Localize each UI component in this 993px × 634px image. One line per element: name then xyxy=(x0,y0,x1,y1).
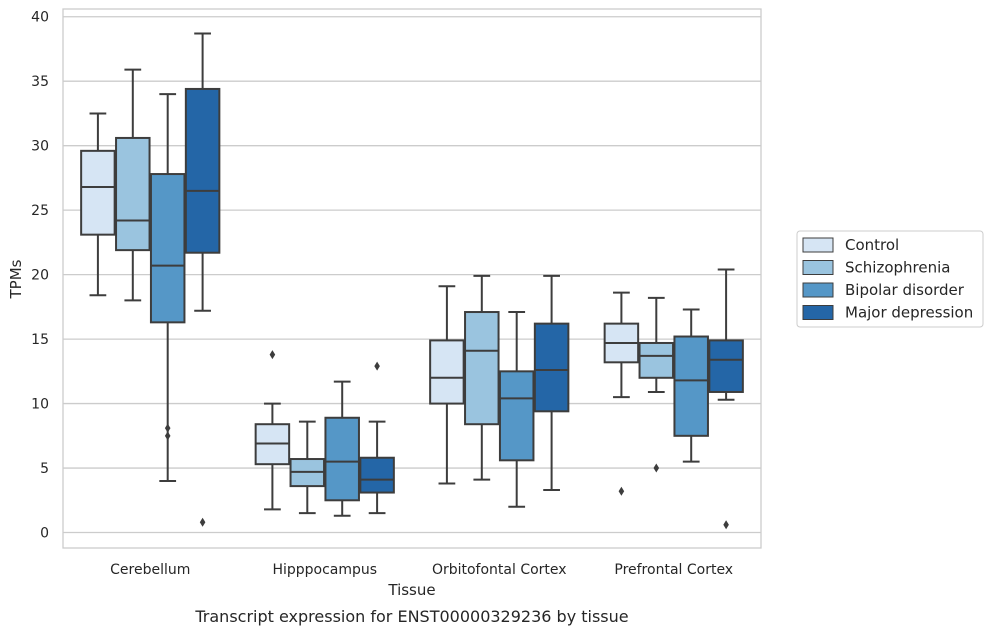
iqr-box xyxy=(324,416,360,502)
box-bipolar-disorder xyxy=(673,308,709,463)
outlier-point xyxy=(164,431,171,441)
y-tick-label: 20 xyxy=(31,268,49,284)
y-tick-label: 5 xyxy=(40,461,49,477)
legend-label: Bipolar disorder xyxy=(845,281,965,299)
y-tick-labels: 0 5 10 15 20 25 30 35 40 xyxy=(31,10,49,542)
iqr-box xyxy=(80,149,116,236)
outlier-point xyxy=(199,517,206,527)
y-axis-title: TPMs xyxy=(7,259,25,299)
box-schizophrenia xyxy=(464,274,500,481)
legend-label: Control xyxy=(845,236,899,254)
box-bipolar-disorder xyxy=(149,93,186,482)
legend-swatch xyxy=(802,260,834,275)
legend: Control Schizophrenia Bipolar disorder Majo… xyxy=(796,230,984,328)
x-tick-label: Hipppocampus xyxy=(272,562,377,578)
iqr-box xyxy=(359,456,395,494)
iqr-box xyxy=(673,335,709,437)
box-schizophrenia xyxy=(289,420,326,515)
y-tick-label: 40 xyxy=(31,10,49,26)
box-schizophrenia xyxy=(638,296,675,473)
legend-swatch xyxy=(802,237,834,253)
box-major-depression xyxy=(533,274,570,491)
outlier-point xyxy=(653,463,660,473)
x-tick-labels: Cerebellum Hipppocampus Orbitofontal Corte… xyxy=(110,562,733,578)
legend-swatch xyxy=(802,282,834,298)
iqr-box xyxy=(638,341,675,379)
chart-caption: Transcript expression for ENST0000032923… xyxy=(194,607,628,626)
iqr-box xyxy=(708,339,744,393)
y-tick-label: 15 xyxy=(31,332,49,348)
x-tick-label: Orbitofontal Cortex xyxy=(432,562,567,578)
box-control xyxy=(429,285,465,485)
iqr-box xyxy=(464,311,500,426)
plot-frame xyxy=(62,8,762,549)
iqr-box xyxy=(498,370,535,462)
legend-label: Major depression xyxy=(845,304,973,322)
box-control xyxy=(80,112,116,297)
iqr-box xyxy=(533,322,570,413)
box-major-depression xyxy=(708,268,744,530)
iqr-box xyxy=(149,173,186,324)
legend-frame xyxy=(796,230,984,328)
box-bipolar-disorder xyxy=(498,311,535,508)
y-tick-label: 25 xyxy=(31,203,49,219)
iqr-box xyxy=(115,136,151,252)
box-control xyxy=(254,350,291,511)
iqr-box xyxy=(429,339,465,405)
y-tick-label: 30 xyxy=(31,139,49,155)
outlier-point xyxy=(269,350,276,360)
legend-label: Schizophrenia xyxy=(845,259,950,277)
legend-swatch xyxy=(802,305,834,320)
x-axis-title: Tissue xyxy=(387,581,435,599)
y-tick-label: 35 xyxy=(31,74,49,90)
y-tick-label: 0 xyxy=(40,526,49,542)
box-schizophrenia xyxy=(115,68,151,302)
box-major-depression xyxy=(184,32,221,527)
box-control xyxy=(603,291,640,496)
iqr-box xyxy=(184,87,221,254)
x-tick-label: Cerebellum xyxy=(110,562,190,578)
x-tick-label: Prefrontal Cortex xyxy=(614,562,733,578)
outlier-point xyxy=(164,423,171,433)
box-series xyxy=(80,32,744,530)
outlier-point xyxy=(723,520,729,530)
outlier-point xyxy=(618,486,625,496)
box-major-depression xyxy=(359,361,395,515)
y-tick-label: 10 xyxy=(31,397,49,413)
outlier-point xyxy=(374,361,380,371)
box-bipolar-disorder xyxy=(324,380,360,517)
